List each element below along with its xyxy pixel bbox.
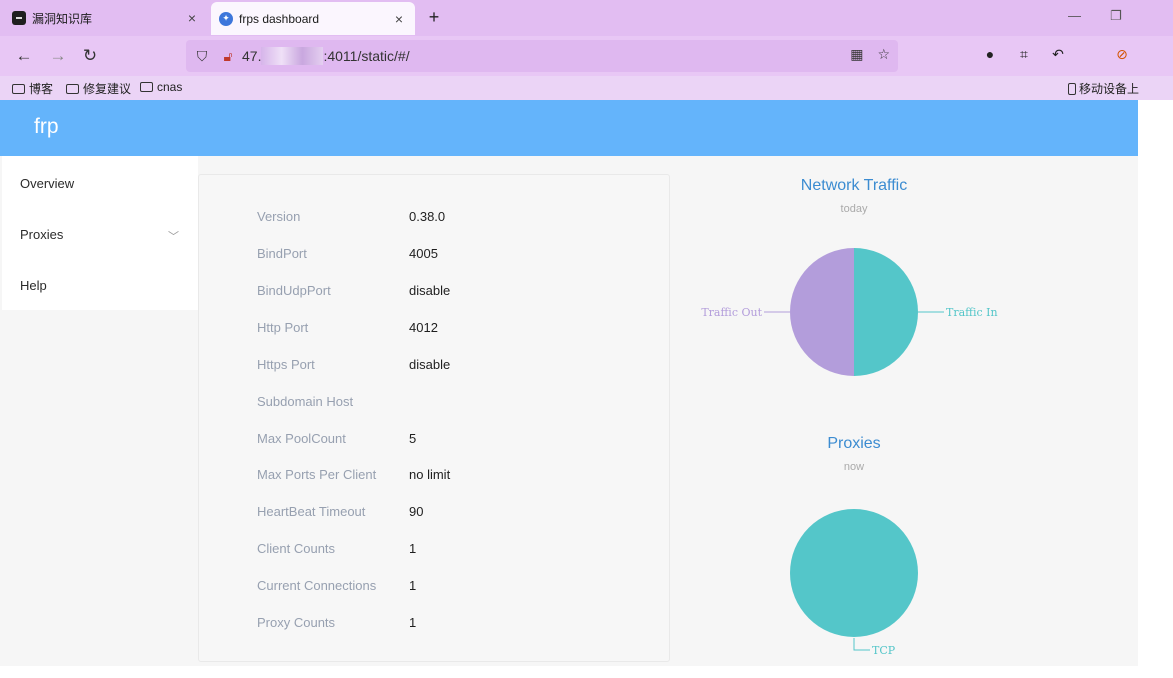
- traffic-chart-title: Network Traffic: [800, 177, 908, 194]
- address-bar-actions: ▦ ☆: [850, 46, 890, 63]
- info-value: 4005: [409, 246, 438, 261]
- info-value: 1: [409, 541, 417, 556]
- restore-window-icon[interactable]: ❐: [1110, 8, 1122, 23]
- insecure-lock-icon[interactable]: 🔓︎: [223, 47, 233, 64]
- chevron-down-icon[interactable]: ﹀: [168, 231, 179, 243]
- info-value: disable: [409, 283, 451, 298]
- proxies-pie-chart[interactable]: TCP: [690, 498, 1020, 658]
- qr-code-icon[interactable]: ▦: [850, 46, 864, 62]
- traffic-in-label: Traffic In: [946, 306, 998, 319]
- new-tab-button[interactable]: +: [428, 7, 440, 27]
- info-label: Version: [257, 209, 301, 224]
- bookmark-label: cnas: [157, 80, 183, 94]
- info-label: BindUdpPort: [257, 283, 331, 298]
- undo-arrow-icon[interactable]: ↶: [1052, 46, 1064, 62]
- browser-tab-1[interactable]: 漏洞知识库 ×: [0, 0, 208, 36]
- sidebar-item-help[interactable]: Help: [20, 278, 47, 293]
- info-value: 5: [409, 431, 417, 446]
- browser-tab-bar: 漏洞知识库 × ✦ frps dashboard × + — ❐: [0, 0, 1173, 36]
- tab-title: frps dashboard: [239, 11, 320, 26]
- bookmark-fix-suggestions[interactable]: 修复建议: [66, 80, 131, 97]
- tcp-slice[interactable]: [790, 509, 918, 637]
- info-value: 1: [409, 578, 417, 593]
- info-label: Client Counts: [257, 541, 336, 556]
- tcp-leader-line: [853, 638, 870, 651]
- info-value: 90: [409, 504, 424, 519]
- info-label: BindPort: [257, 246, 307, 261]
- info-label: Https Port: [257, 357, 315, 372]
- crop-tool-icon[interactable]: ⌗: [1020, 46, 1028, 62]
- info-label: Max Ports Per Client: [257, 467, 377, 482]
- bookmark-star-icon[interactable]: ☆: [877, 46, 890, 62]
- info-value: no limit: [409, 467, 451, 482]
- folder-icon: [140, 82, 153, 92]
- page-scrollbar-area: [1138, 100, 1173, 678]
- app-header: frp: [0, 100, 1138, 156]
- proxies-chart-subtitle: now: [843, 461, 865, 473]
- traffic-pie-chart[interactable]: Traffic In Traffic Out: [690, 230, 1020, 395]
- minimize-icon[interactable]: —: [1068, 8, 1081, 23]
- traffic-chart-subtitle: today: [840, 203, 868, 215]
- bookmark-cnas[interactable]: cnas: [140, 80, 182, 94]
- info-value: 1: [409, 615, 417, 630]
- extension-c-icon[interactable]: ●: [985, 46, 995, 62]
- bookmark-blog[interactable]: 博客: [12, 80, 53, 97]
- info-value: 0.38.0: [409, 209, 446, 224]
- bookmark-label: 移动设备上: [1079, 82, 1140, 96]
- site-favicon-icon: [12, 11, 26, 25]
- proxies-chart-title: Proxies: [827, 435, 881, 452]
- folder-icon: [12, 83, 25, 94]
- back-icon[interactable]: ←: [15, 46, 33, 65]
- tab-close-icon[interactable]: ×: [187, 10, 197, 26]
- url-redacted-block: [261, 47, 324, 65]
- browser-nav-bar: ← → ↻ ⛉ 🔓︎ 47. :4011/static/#/ ▦ ☆ ● ⌗ ↶…: [0, 36, 1173, 76]
- tab-title: 漏洞知识库: [32, 11, 93, 26]
- info-value: disable: [409, 357, 451, 372]
- frp-favicon-icon: ✦: [219, 11, 233, 26]
- bookmarks-bar: 博客 修复建议 cnas 移动设备上: [0, 76, 1173, 100]
- bookmark-label: 修复建议: [83, 82, 132, 96]
- tcp-label: TCP: [872, 644, 896, 657]
- traffic-in-slice[interactable]: [854, 248, 918, 376]
- info-label: Max PoolCount: [257, 431, 346, 446]
- traffic-out-label: Traffic Out: [701, 306, 762, 319]
- bookmark-mobile[interactable]: 移动设备上: [1068, 80, 1139, 97]
- brand-logo[interactable]: frp: [34, 115, 59, 138]
- reload-icon[interactable]: ↻: [82, 46, 98, 65]
- info-value: 4012: [409, 320, 438, 335]
- traffic-out-slice[interactable]: [790, 248, 854, 376]
- sidebar-item-overview[interactable]: Overview: [20, 176, 75, 191]
- server-info-card: Version 0.38.0 BindPort 4005 BindUdpPort…: [198, 174, 670, 662]
- info-label: Current Connections: [257, 578, 377, 593]
- blocker-extension-icon[interactable]: ⊘: [1116, 46, 1128, 62]
- tab-close-icon[interactable]: ×: [394, 10, 404, 27]
- info-label: HeartBeat Timeout: [257, 504, 366, 519]
- info-label: Subdomain Host: [257, 394, 354, 409]
- bookmark-label: 博客: [29, 82, 54, 96]
- info-label: Http Port: [257, 320, 309, 335]
- url-prefix: 47.: [242, 48, 262, 64]
- mobile-device-icon: [1068, 82, 1076, 95]
- browser-tab-2-active[interactable]: ✦ frps dashboard ×: [211, 2, 415, 35]
- tracking-shield-icon[interactable]: ⛉: [196, 47, 208, 64]
- sidebar-item-proxies[interactable]: Proxies: [20, 227, 64, 242]
- address-bar[interactable]: ⛉ 🔓︎ 47. :4011/static/#/ ▦ ☆: [186, 40, 898, 72]
- info-label: Proxy Counts: [257, 615, 336, 630]
- sidebar-menu: Overview Proxies ﹀ Help: [2, 156, 198, 310]
- folder-icon: [66, 83, 79, 94]
- url-suffix: :4011/static/#/: [323, 48, 410, 64]
- forward-icon[interactable]: →: [49, 46, 67, 65]
